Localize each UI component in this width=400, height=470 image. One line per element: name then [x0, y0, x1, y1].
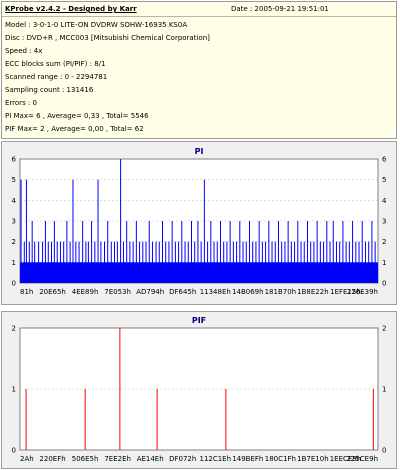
y-tick-label-right: 3	[382, 218, 386, 226]
y-tick-label-left: 2	[12, 325, 16, 333]
x-tick-label: 20E65h	[39, 288, 66, 296]
y-tick-label-right: 4	[382, 197, 387, 205]
chart-title: PIF	[192, 316, 206, 325]
y-tick-label-left: 2	[12, 238, 16, 246]
x-tick-label: 7E053h	[104, 288, 131, 296]
y-tick-label-left: 5	[12, 176, 16, 184]
y-tick-label-left: 6	[12, 156, 17, 164]
pif-chart: PIF 0 0 1 1 2 2 2Ah 220EFh 506E5h 7EE2Eh AE14Eh DF07…	[12, 316, 387, 463]
y-tick-label-left: 1	[12, 259, 16, 267]
errors-line: Errors : 0	[5, 99, 37, 107]
y-tick-label-left: 4	[12, 197, 17, 205]
x-tick-label: 1EFE15h	[330, 288, 361, 296]
chart-title: PI	[195, 147, 204, 156]
x-tick-label: 225CE9h	[346, 455, 378, 463]
y-tick-label-right: 6	[382, 156, 387, 164]
x-tick-label: DF645h	[169, 288, 196, 296]
pi-chart-panel: PI 0 0 1 1 2 2 3 3 4 4 5 5 6 6 81h 20E65h 4EE89h 7E053h AD7…	[1, 141, 397, 305]
x-tick-label: 220EFh	[39, 455, 65, 463]
x-tick-label: 7EE2Eh	[104, 455, 131, 463]
model-line: Model : 3-0-1-0 LITE-ON DVDRW SOHW-16935…	[5, 21, 188, 29]
y-tick-label-right: 5	[382, 176, 386, 184]
x-tick-label: 81h	[20, 288, 33, 296]
y-tick-label-left: 0	[12, 447, 16, 455]
x-tick-label: 112C1Eh	[199, 455, 231, 463]
x-tick-label: AE14Eh	[137, 455, 164, 463]
plot-area	[19, 327, 379, 451]
info-panel: KProbe v2.4.2 - Designed by Karr Date : …	[1, 1, 397, 139]
info-divider	[2, 16, 396, 17]
pi-chart: PI 0 0 1 1 2 2 3 3 4 4 5 5 6 6 81h 20E65h 4EE89h 7E053h AD7…	[12, 147, 387, 296]
pi-summary-line: PI Max= 6 , Average= 0,33 , Total= 5546	[5, 112, 149, 120]
y-tick-label-left: 3	[12, 218, 16, 226]
x-tick-label: 226E39h	[347, 288, 378, 296]
x-tick-label: 149BEFh	[232, 455, 263, 463]
baseline-fill	[20, 262, 378, 283]
pif-summary-line: PIF Max= 2 , Average= 0,00 , Total= 62	[5, 125, 144, 133]
sampling-line: Sampling count : 131416	[5, 86, 94, 94]
x-tick-label: 1B7E10h	[297, 455, 328, 463]
y-tick-label-left: 1	[12, 386, 16, 394]
ecc-line: ECC blocks sum (PI/PIF) : 8/1	[5, 60, 106, 68]
x-tick-label: 4EE89h	[72, 288, 99, 296]
y-tick-label-right: 0	[382, 447, 386, 455]
x-tick-label: 180C1Fh	[265, 455, 296, 463]
x-tick-label: 1EECE9h	[330, 455, 362, 463]
disc-line: Disc : DVD+R , MCC003 [Mitsubishi Chemic…	[5, 34, 210, 42]
x-tick-label: 11348Eh	[200, 288, 231, 296]
y-tick-label-right: 2	[382, 238, 386, 246]
x-tick-label: AD794h	[136, 288, 164, 296]
x-tick-label: 2Ah	[20, 455, 34, 463]
x-tick-label: 506E5h	[72, 455, 99, 463]
app-title: KProbe v2.4.2 - Designed by Karr	[5, 5, 137, 13]
y-tick-label-left: 0	[12, 280, 16, 288]
x-tick-label: 1B8E22h	[297, 288, 328, 296]
y-tick-label-right: 2	[382, 325, 386, 333]
pif-chart-panel: PIF 0 0 1 1 2 2 2Ah 220EFh 506E5h 7EE2Eh AE14Eh DF07…	[1, 311, 397, 469]
range-line: Scanned range : 0 - 2294781	[5, 73, 108, 81]
y-tick-label-right: 1	[382, 259, 386, 267]
scan-date: Date : 2005-09-21 19:51:01	[231, 5, 329, 13]
y-tick-label-right: 1	[382, 386, 386, 394]
y-tick-label-right: 0	[382, 280, 386, 288]
speed-line: Speed : 4x	[5, 47, 43, 55]
x-tick-label: 14B069h	[232, 288, 264, 296]
x-tick-label: DF072h	[169, 455, 196, 463]
x-tick-label: 181B70h	[265, 288, 297, 296]
